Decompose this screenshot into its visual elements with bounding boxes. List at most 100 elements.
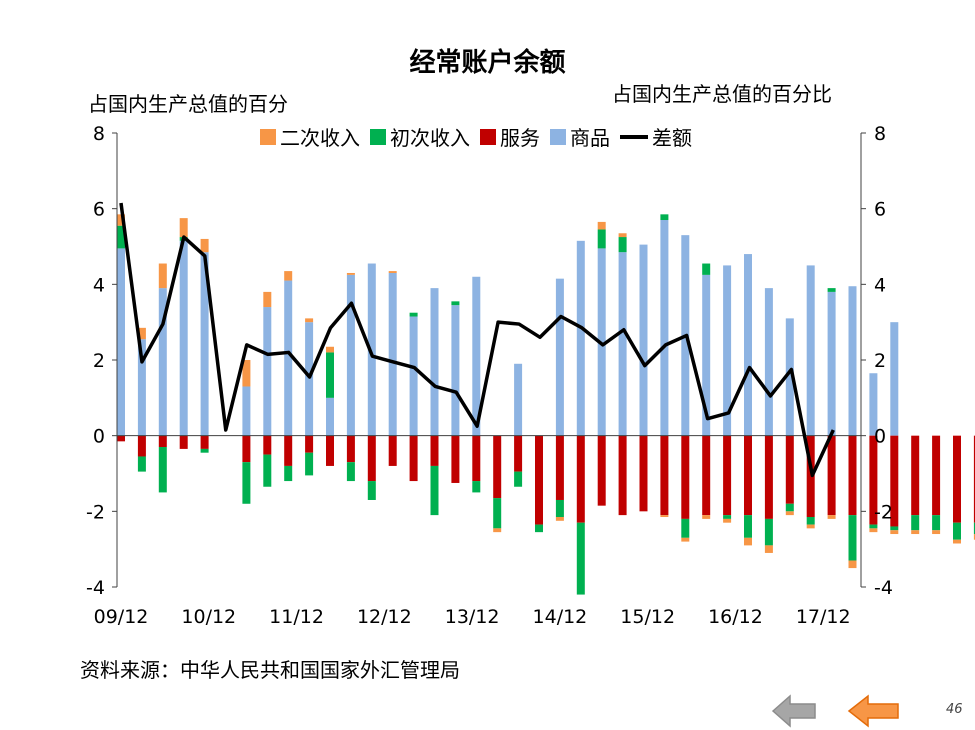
bar-商品-25: [639, 244, 648, 436]
bar-初次收入-7: [263, 454, 272, 487]
bar-初次收入-32: [785, 503, 794, 512]
bar-初次收入-39: [932, 515, 941, 531]
left-axis-label: 占国内生产总值的百分: [88, 92, 288, 116]
bar-商品-33: [806, 265, 815, 436]
bar-服务-22: [576, 435, 585, 523]
bar-商品-30: [744, 254, 752, 436]
bar-服务-41: [973, 435, 975, 523]
bar-初次收入-38: [911, 515, 920, 531]
bar-二次收入-0: [117, 214, 125, 226]
bar-服务-25: [639, 435, 648, 512]
bar-商品-9: [305, 322, 314, 436]
bar-二次收入-28: [702, 515, 711, 519]
arrow-left-orange-icon: [847, 694, 899, 728]
bar-初次收入-16: [451, 301, 460, 306]
legend-swatch-初次收入: [370, 129, 386, 145]
bar-服务-3: [179, 435, 188, 449]
bar-二次收入-3: [179, 218, 188, 238]
bar-初次收入-14: [409, 312, 418, 317]
right-tick-label-6: 6: [874, 199, 886, 221]
bar-商品-7: [263, 307, 272, 436]
bar-二次收入-36: [869, 528, 878, 533]
bar-二次收入-10: [326, 346, 334, 353]
bar-二次收入-33: [806, 524, 815, 529]
bar-服务-38: [911, 435, 920, 516]
bar-二次收入-11: [346, 272, 355, 275]
bar-初次收入-30: [744, 515, 752, 538]
bar-服务-20: [535, 435, 543, 525]
bar-初次收入-9: [305, 452, 314, 476]
x-tick-label-09/12: 09/12: [94, 606, 149, 628]
left-tick-label-2: 2: [93, 350, 105, 372]
right-tick-label--2: -2: [874, 501, 893, 523]
prev-slide-button[interactable]: [770, 692, 820, 730]
bar-商品-37: [890, 322, 899, 436]
bar-初次收入-33: [806, 517, 815, 525]
left-tick-label-6: 6: [93, 199, 105, 221]
bar-商品-4: [200, 252, 209, 436]
left-tick-label-0: 0: [93, 426, 105, 448]
bar-初次收入-15: [430, 465, 439, 516]
left-tick-label--4: -4: [86, 577, 105, 599]
bar-初次收入-36: [869, 524, 878, 529]
bar-二次收入-6: [242, 360, 251, 387]
bar-二次收入-30: [744, 537, 752, 546]
bar-二次收入-4: [200, 238, 209, 253]
bar-二次收入-35: [848, 560, 857, 569]
bar-服务-18: [493, 435, 502, 499]
bar-服务-14: [409, 435, 418, 482]
bar-初次收入-35: [848, 515, 857, 561]
bar-商品-32: [785, 318, 794, 436]
bar-初次收入-28: [702, 263, 711, 275]
bar-二次收入-24: [618, 233, 627, 238]
legend-swatch-服务: [480, 129, 496, 145]
bar-服务-30: [744, 435, 752, 516]
bar-商品-15: [430, 288, 439, 436]
bar-商品-0: [117, 248, 125, 436]
bar-二次收入-1: [137, 327, 146, 340]
right-tick-label--4: -4: [874, 577, 893, 599]
bar-服务-1: [137, 435, 146, 457]
bar-二次收入-29: [723, 518, 732, 523]
bar-商品-21: [555, 278, 564, 436]
legend-label-商品: 商品: [570, 126, 610, 150]
bar-初次收入-34: [827, 288, 836, 292]
x-tick-label-12/12: 12/12: [357, 606, 412, 628]
bar-商品-31: [764, 288, 773, 436]
bar-二次收入-13: [388, 271, 397, 273]
bar-服务-10: [326, 435, 334, 466]
left-tick-label--2: -2: [86, 501, 105, 523]
x-tick-label-13/12: 13/12: [445, 606, 500, 628]
left-tick-label-8: 8: [93, 123, 105, 145]
bar-服务-17: [472, 435, 481, 482]
bar-初次收入-2: [158, 447, 167, 493]
bar-商品-2: [158, 288, 167, 436]
bar-商品-16: [451, 305, 460, 436]
chart-title: 经常账户余额: [409, 48, 566, 78]
bar-初次收入-0: [117, 225, 125, 249]
bar-服务-34: [827, 435, 836, 516]
bar-商品-35: [848, 286, 857, 436]
bar-商品-26: [660, 220, 669, 436]
x-tick-label-14/12: 14/12: [533, 606, 588, 628]
balance-line: [119, 202, 835, 478]
next-slide-button[interactable]: [846, 692, 902, 730]
bar-初次收入-41: [973, 522, 975, 535]
bar-服务-23: [597, 435, 606, 506]
bar-服务-28: [702, 435, 711, 516]
legend-swatch-商品: [550, 129, 566, 145]
bar-二次收入-9: [305, 318, 314, 323]
bar-商品-34: [827, 291, 836, 436]
bar-初次收入-6: [242, 462, 251, 504]
bar-初次收入-24: [618, 237, 627, 253]
bar-初次收入-12: [367, 481, 376, 500]
bar-服务-36: [869, 435, 878, 525]
bar-二次收入-8: [284, 271, 293, 281]
bar-二次收入-18: [493, 528, 502, 533]
bar-初次收入-27: [681, 518, 690, 538]
bar-服务-4: [200, 435, 209, 449]
arrow-left-icon: [771, 694, 816, 728]
bar-二次收入-21: [555, 517, 564, 521]
bar-商品-13: [388, 272, 397, 436]
bar-服务-16: [451, 435, 460, 483]
